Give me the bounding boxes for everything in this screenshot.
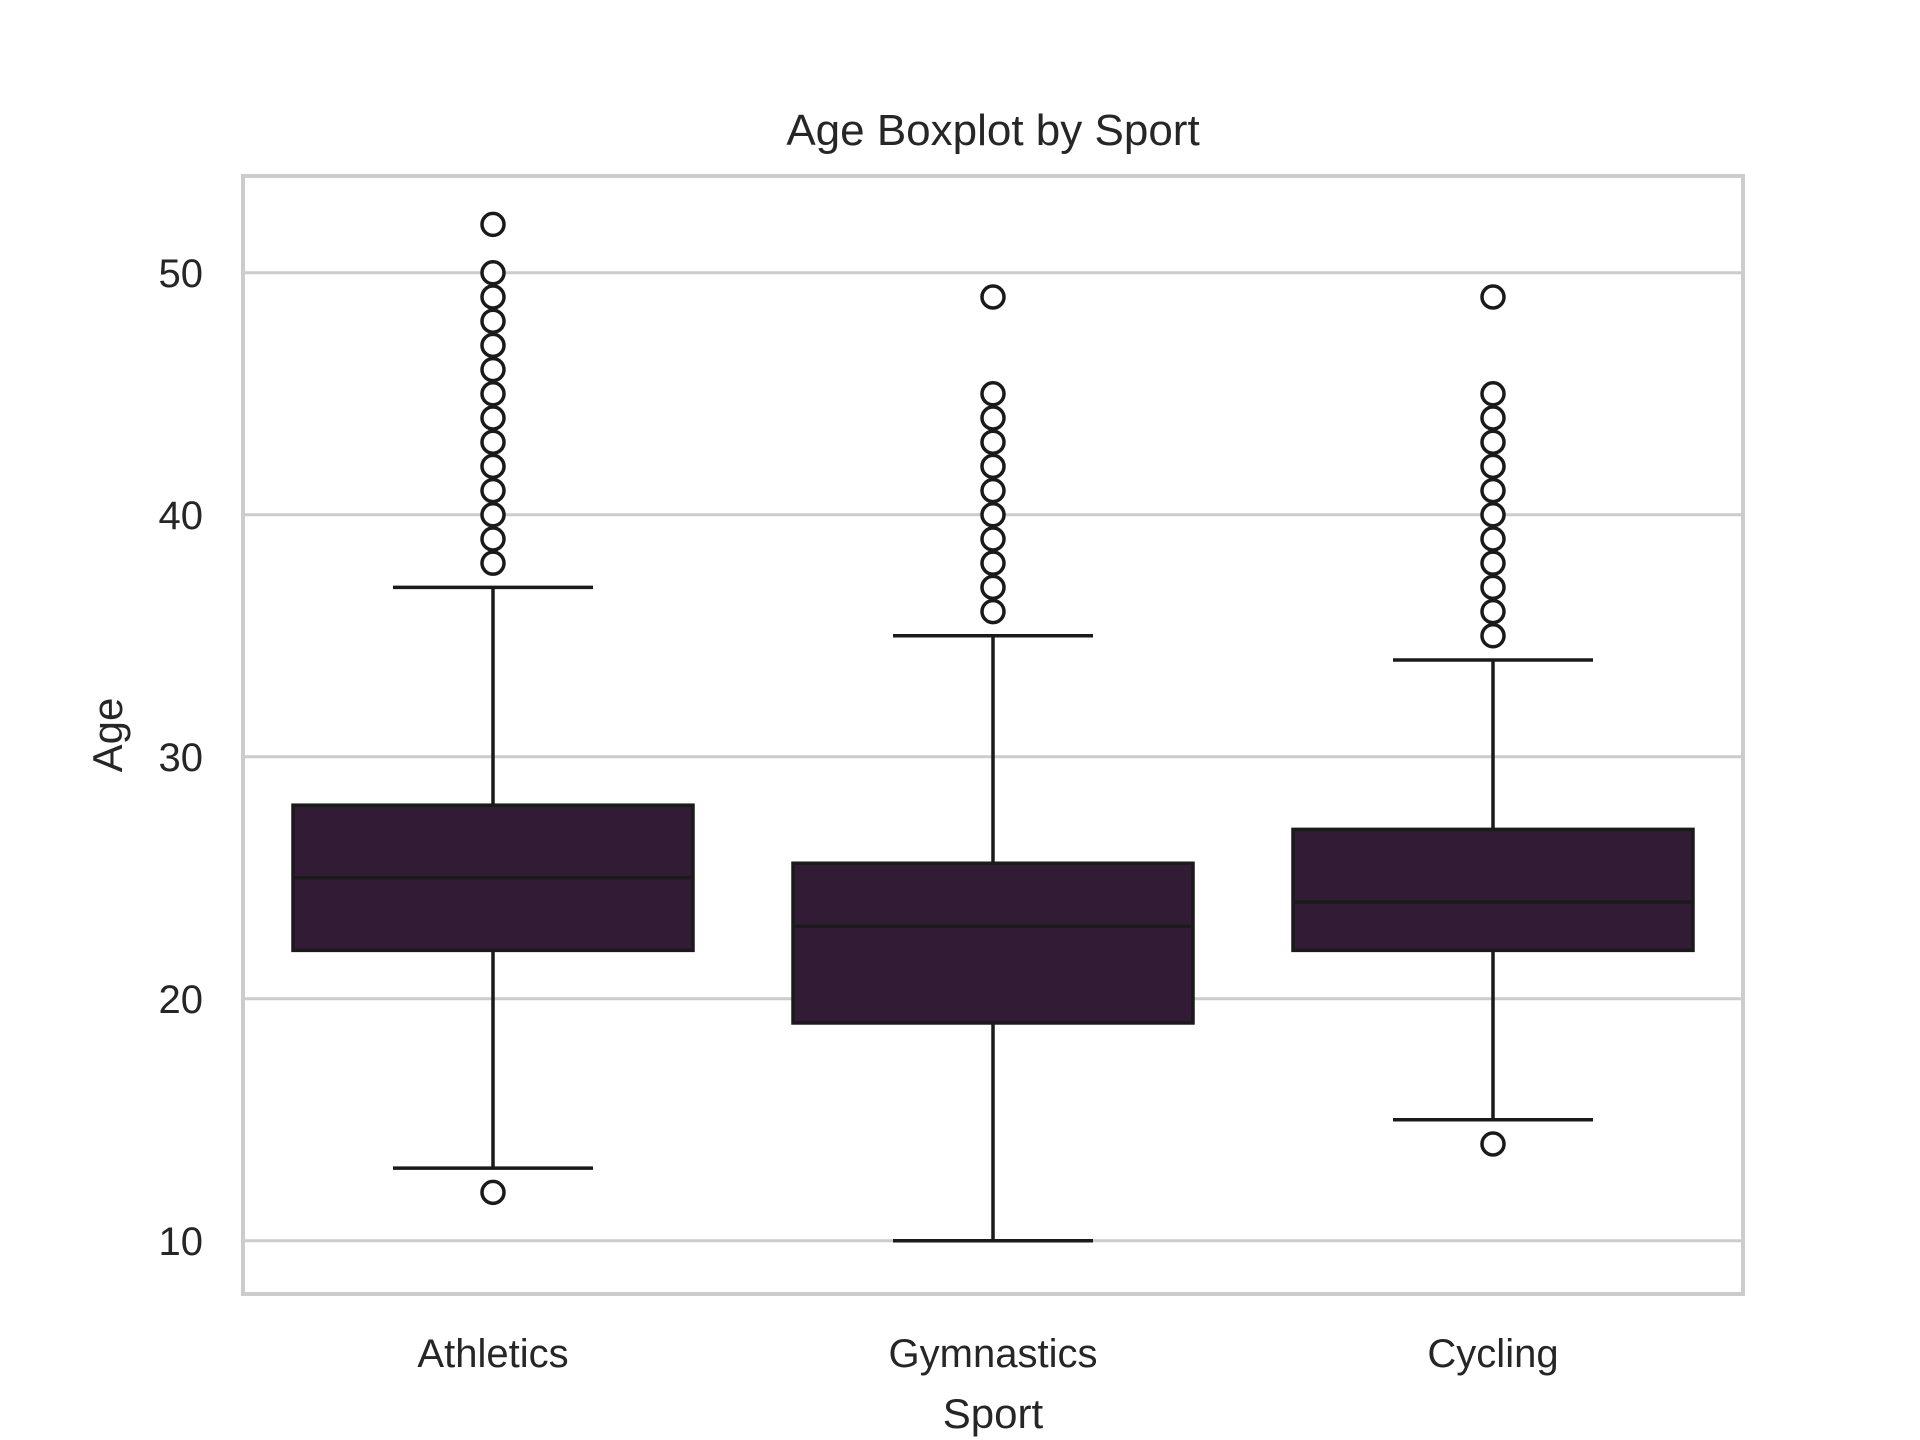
- outlier-point: [480, 356, 506, 383]
- outlier-point: [1480, 429, 1506, 455]
- outlier-point: [480, 502, 506, 528]
- x-tick-label: Athletics: [417, 1332, 568, 1376]
- outlier-point: [980, 405, 1006, 431]
- box-group: [291, 211, 695, 1206]
- outlier-point: [480, 405, 506, 431]
- outlier-point: [480, 211, 506, 238]
- outlier-point: [480, 308, 506, 334]
- outlier-point: [480, 1179, 506, 1206]
- outlier-point: [1480, 526, 1506, 552]
- outlier-point: [1480, 381, 1506, 407]
- y-axis-label: Age: [84, 698, 131, 773]
- plot-frame: [241, 174, 1745, 1296]
- outlier-point: [480, 381, 506, 407]
- outlier-point: [1480, 550, 1506, 576]
- outlier-point: [980, 284, 1006, 310]
- outlier-point: [1480, 453, 1506, 480]
- outlier-point: [980, 381, 1006, 407]
- outlier-point: [1480, 477, 1506, 504]
- outlier-point: [480, 332, 506, 359]
- outlier-point: [1480, 405, 1506, 431]
- outlier-point: [1480, 1131, 1506, 1157]
- y-tick-label: 30: [159, 736, 204, 780]
- outlier-point: [1480, 598, 1506, 625]
- outlier-point: [980, 477, 1006, 504]
- outlier-point: [480, 453, 506, 480]
- outlier-point: [480, 526, 506, 552]
- x-tick-label: Gymnastics: [889, 1332, 1098, 1376]
- y-tick-label: 20: [159, 978, 204, 1022]
- chart-title: Age Boxplot by Sport: [786, 106, 1199, 155]
- box-group: [1291, 284, 1695, 1157]
- outlier-point: [980, 526, 1006, 552]
- outlier-point: [480, 429, 506, 455]
- outlier-point: [1480, 284, 1506, 310]
- y-tick-label: 40: [159, 494, 204, 538]
- boxes: [291, 211, 1695, 1243]
- outlier-point: [980, 550, 1006, 576]
- y-tick-labels: 10 20 30 40 50: [159, 252, 204, 1264]
- outlier-point: [980, 598, 1006, 625]
- outlier-point: [480, 260, 506, 286]
- outlier-point: [980, 429, 1006, 455]
- outlier-point: [980, 574, 1006, 601]
- outlier-point: [980, 502, 1006, 528]
- outlier-point: [1480, 574, 1506, 601]
- y-tick-label: 10: [159, 1220, 204, 1264]
- iqr-box: [1291, 827, 1695, 953]
- x-axis-label: Sport: [943, 1390, 1044, 1437]
- box-group: [791, 284, 1195, 1243]
- iqr-box: [791, 861, 1195, 1025]
- outlier-point: [980, 453, 1006, 480]
- outlier-point: [480, 550, 506, 576]
- outlier-point: [1480, 502, 1506, 528]
- x-tick-label: Cycling: [1427, 1332, 1558, 1376]
- outlier-point: [480, 284, 506, 310]
- x-tick-labels: Athletics Gymnastics Cycling: [417, 1332, 1558, 1376]
- outlier-point: [480, 477, 506, 504]
- outlier-point: [1480, 623, 1506, 649]
- y-tick-label: 50: [159, 252, 204, 296]
